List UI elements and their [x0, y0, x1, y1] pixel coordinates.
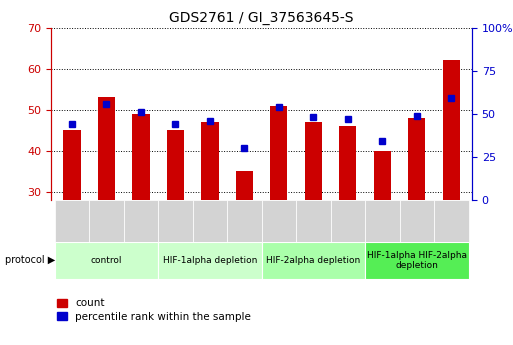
Text: HIF-1alpha HIF-2alpha
depletion: HIF-1alpha HIF-2alpha depletion	[367, 251, 467, 270]
Text: HIF-2alpha depletion: HIF-2alpha depletion	[266, 256, 361, 265]
FancyBboxPatch shape	[55, 241, 158, 279]
FancyBboxPatch shape	[124, 200, 158, 242]
FancyBboxPatch shape	[55, 200, 89, 242]
FancyBboxPatch shape	[296, 200, 330, 242]
FancyBboxPatch shape	[262, 200, 296, 242]
FancyBboxPatch shape	[158, 241, 262, 279]
FancyBboxPatch shape	[330, 200, 365, 242]
Text: HIF-1alpha depletion: HIF-1alpha depletion	[163, 256, 257, 265]
Bar	[443, 60, 460, 200]
Bar	[373, 151, 391, 200]
FancyBboxPatch shape	[193, 200, 227, 242]
Bar	[236, 171, 253, 200]
FancyBboxPatch shape	[158, 200, 193, 242]
Bar	[270, 106, 287, 200]
Bar	[64, 130, 81, 200]
Bar	[305, 122, 322, 200]
Bar	[167, 130, 184, 200]
Bar	[98, 97, 115, 200]
FancyBboxPatch shape	[365, 200, 400, 242]
FancyBboxPatch shape	[227, 200, 262, 242]
Bar	[408, 118, 425, 200]
Bar	[339, 126, 357, 200]
Text: protocol ▶: protocol ▶	[5, 256, 55, 265]
FancyBboxPatch shape	[89, 200, 124, 242]
Legend: count, percentile rank within the sample: count, percentile rank within the sample	[56, 298, 251, 322]
Bar	[201, 122, 219, 200]
Bar	[132, 114, 150, 200]
FancyBboxPatch shape	[434, 200, 468, 242]
FancyBboxPatch shape	[365, 241, 468, 279]
FancyBboxPatch shape	[262, 241, 365, 279]
FancyBboxPatch shape	[400, 200, 434, 242]
Title: GDS2761 / GI_37563645-S: GDS2761 / GI_37563645-S	[169, 11, 354, 25]
Text: control: control	[91, 256, 122, 265]
